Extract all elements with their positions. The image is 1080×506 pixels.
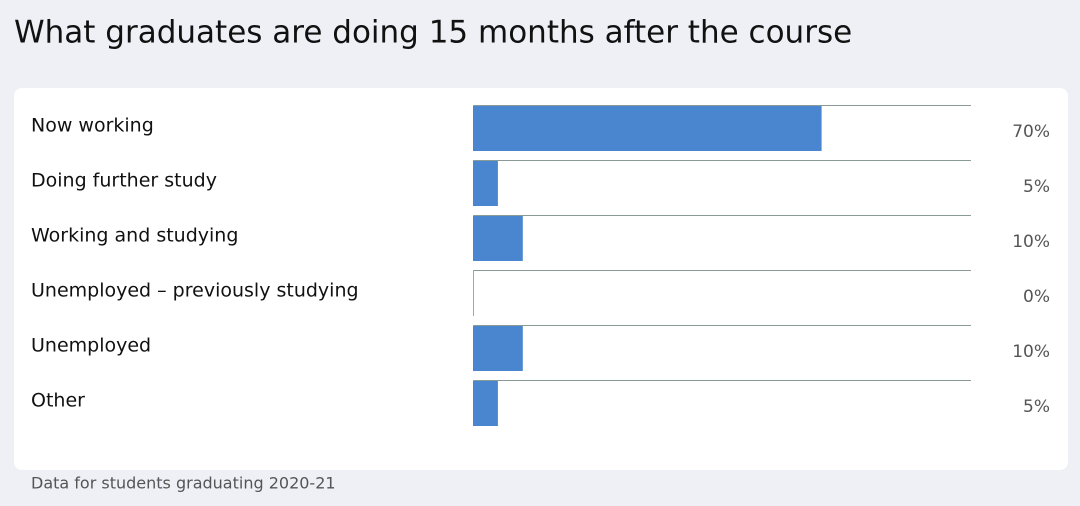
value-label: 0% [1023,287,1050,307]
value-label: 70% [1012,122,1050,142]
category-label: Working and studying [31,225,238,247]
bar [473,106,822,151]
value-label: 10% [1012,232,1050,252]
category-label: Doing further study [31,170,217,192]
category-label: Unemployed [31,335,151,357]
value-label: 5% [1023,397,1050,417]
bar [473,381,498,426]
value-label: 10% [1012,342,1050,362]
bar [473,216,523,261]
category-label: Other [31,390,85,412]
footnote: Data for students graduating 2020-21 [31,474,336,493]
value-label: 5% [1023,177,1050,197]
card [14,88,1068,470]
bar [473,161,498,206]
category-label: Now working [31,115,154,137]
bar [473,326,523,371]
chart-title: What graduates are doing 15 months after… [14,15,852,51]
category-label: Unemployed – previously studying [31,280,359,302]
